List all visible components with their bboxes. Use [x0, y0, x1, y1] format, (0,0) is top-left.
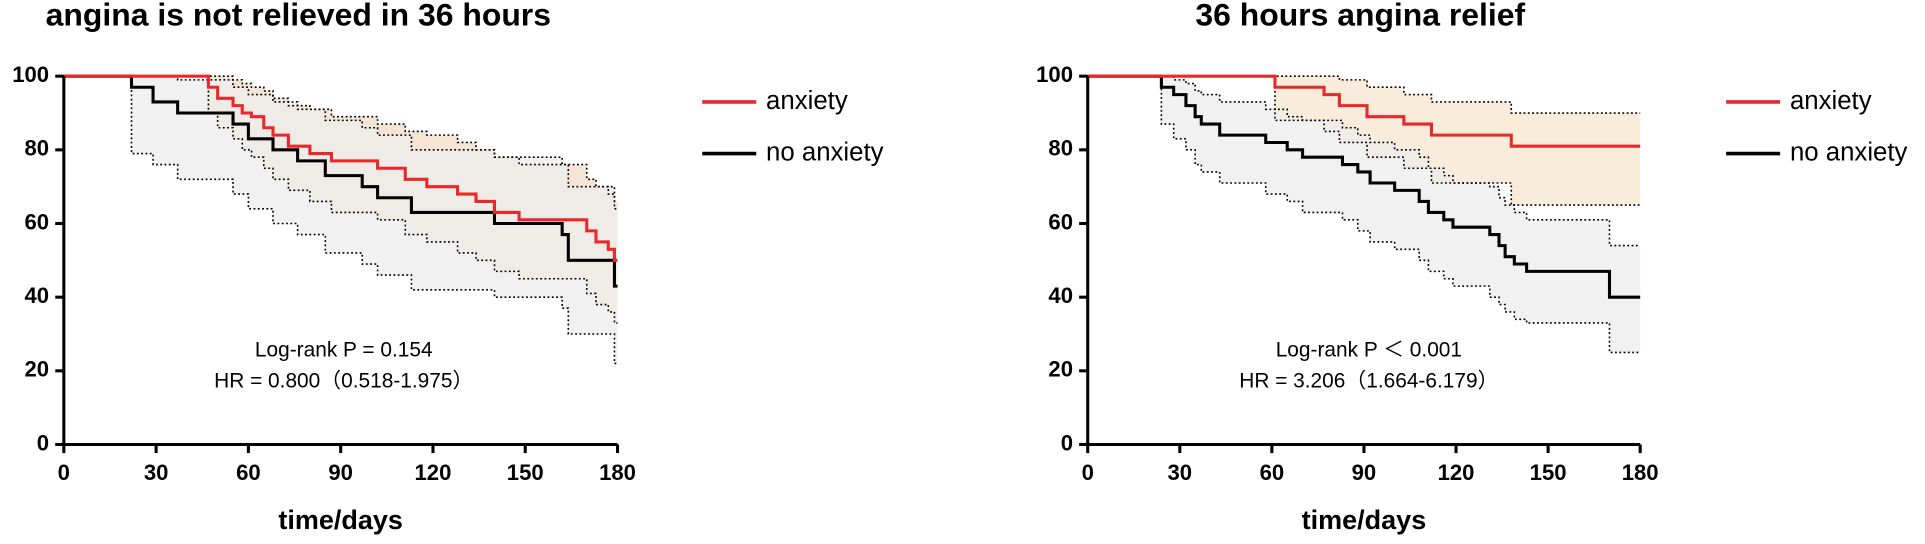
y-tick-label: 80 — [25, 136, 50, 161]
survival-line — [63, 74, 618, 262]
y-tick-label: 80 — [1048, 136, 1073, 161]
legend-label: no anxiety — [1790, 138, 1908, 166]
y-tick-label: 20 — [25, 357, 50, 382]
survival-line — [63, 74, 618, 288]
y-tick-label: 40 — [25, 283, 50, 308]
annotation: HR = 3.206（1.664-6.179） — [1239, 369, 1498, 392]
y-tick-label: 100 — [1036, 62, 1073, 87]
y-tick-label: 0 — [37, 430, 49, 455]
x-tick-label: 30 — [1168, 460, 1193, 485]
ci-line — [1087, 75, 1641, 247]
x-tick-label: 150 — [1530, 460, 1567, 485]
y-tick-label: 60 — [1048, 209, 1073, 234]
legend-label: no anxiety — [766, 138, 884, 166]
ci-band — [63, 76, 618, 364]
legend-label: anxiety — [766, 87, 848, 115]
annotation: HR = 0.800（0.518-1.975） — [214, 369, 473, 392]
x-tick-label: 180 — [1622, 460, 1659, 485]
survival-line — [1087, 74, 1641, 299]
annotation: Log-rank P = 0.154 — [255, 339, 433, 362]
ci-line — [1087, 75, 1641, 354]
chart-title: angina is not relieved in 36 hours — [46, 0, 551, 33]
x-tick-label: 0 — [1082, 460, 1094, 485]
x-axis-label: time/days — [278, 505, 403, 535]
x-tick-label: 60 — [1260, 460, 1285, 485]
legend-label: anxiety — [1790, 87, 1872, 115]
y-tick-label: 100 — [12, 62, 49, 87]
ci-line — [63, 75, 618, 210]
x-tick-label: 120 — [415, 460, 452, 485]
x-tick-label: 180 — [599, 460, 636, 485]
x-tick-label: 90 — [328, 460, 353, 485]
ci-line — [63, 75, 618, 203]
x-tick-label: 90 — [1352, 460, 1377, 485]
chart-title: 36 hours angina relief — [1195, 0, 1525, 33]
annotation: Log-rank P ＜ 0.001 — [1276, 339, 1462, 362]
y-tick-label: 60 — [25, 209, 50, 234]
x-tick-label: 150 — [507, 460, 544, 485]
x-tick-label: 30 — [144, 460, 169, 485]
y-tick-label: 20 — [1048, 357, 1073, 382]
y-tick-label: 0 — [1061, 430, 1073, 455]
ci-band — [1087, 76, 1641, 353]
x-tick-label: 0 — [58, 460, 70, 485]
x-tick-label: 120 — [1438, 460, 1475, 485]
x-axis-label: time/days — [1302, 505, 1427, 535]
y-tick-label: 40 — [1048, 283, 1073, 308]
x-tick-label: 60 — [236, 460, 261, 485]
survival-line — [1087, 74, 1641, 148]
